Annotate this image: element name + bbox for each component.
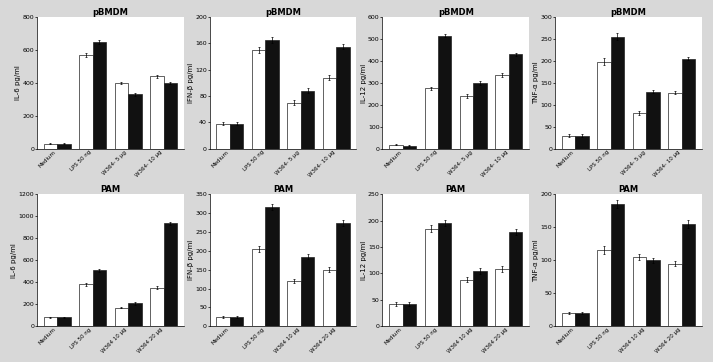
- Title: PAM: PAM: [273, 185, 293, 194]
- Title: PAM: PAM: [446, 185, 466, 194]
- Bar: [301, 91, 314, 149]
- Bar: [93, 42, 106, 149]
- Bar: [668, 264, 682, 326]
- Bar: [150, 288, 163, 326]
- Bar: [93, 270, 106, 326]
- Title: pBMDM: pBMDM: [93, 8, 128, 17]
- Title: PAM: PAM: [618, 185, 638, 194]
- Bar: [403, 146, 416, 149]
- Bar: [43, 317, 57, 326]
- Bar: [424, 228, 438, 326]
- Bar: [438, 223, 451, 326]
- Bar: [79, 285, 93, 326]
- Bar: [217, 124, 230, 149]
- Bar: [509, 54, 523, 149]
- Bar: [230, 124, 243, 149]
- Bar: [115, 308, 128, 326]
- Bar: [79, 55, 93, 149]
- Bar: [323, 270, 337, 326]
- Bar: [575, 136, 589, 149]
- Bar: [611, 37, 624, 149]
- Bar: [163, 223, 177, 326]
- Bar: [611, 204, 624, 326]
- Y-axis label: TNF-α pg/ml: TNF-α pg/ml: [533, 62, 539, 104]
- Bar: [128, 303, 142, 326]
- Bar: [252, 249, 265, 326]
- Bar: [163, 83, 177, 149]
- Y-axis label: TNF-α pg/ml: TNF-α pg/ml: [533, 239, 539, 282]
- Bar: [473, 83, 487, 149]
- Bar: [287, 103, 301, 149]
- Bar: [265, 207, 279, 326]
- Bar: [562, 136, 575, 149]
- Bar: [389, 304, 403, 326]
- Bar: [43, 144, 57, 149]
- Bar: [301, 257, 314, 326]
- Title: pBMDM: pBMDM: [438, 8, 473, 17]
- Title: PAM: PAM: [101, 185, 120, 194]
- Bar: [438, 35, 451, 149]
- Y-axis label: IL-12 pg/ml: IL-12 pg/ml: [361, 241, 366, 280]
- Bar: [128, 94, 142, 149]
- Bar: [509, 232, 523, 326]
- Bar: [323, 77, 337, 149]
- Bar: [403, 304, 416, 326]
- Bar: [668, 93, 682, 149]
- Bar: [252, 50, 265, 149]
- Bar: [460, 280, 473, 326]
- Bar: [646, 92, 660, 149]
- Bar: [632, 257, 646, 326]
- Bar: [473, 271, 487, 326]
- Bar: [575, 313, 589, 326]
- Bar: [115, 83, 128, 149]
- Bar: [646, 260, 660, 326]
- Bar: [389, 144, 403, 149]
- Bar: [217, 317, 230, 326]
- Bar: [496, 269, 509, 326]
- Bar: [57, 317, 71, 326]
- Bar: [562, 313, 575, 326]
- Title: pBMDM: pBMDM: [265, 8, 301, 17]
- Y-axis label: IL-12 pg/ml: IL-12 pg/ml: [361, 63, 366, 102]
- Bar: [682, 224, 695, 326]
- Bar: [230, 317, 243, 326]
- Bar: [265, 40, 279, 149]
- Bar: [597, 251, 611, 326]
- Title: pBMDM: pBMDM: [610, 8, 647, 17]
- Bar: [337, 47, 349, 149]
- Bar: [287, 281, 301, 326]
- Bar: [460, 96, 473, 149]
- Y-axis label: IFN-β pg/ml: IFN-β pg/ml: [188, 63, 194, 103]
- Bar: [424, 88, 438, 149]
- Bar: [496, 75, 509, 149]
- Y-axis label: IFN-β pg/ml: IFN-β pg/ml: [188, 240, 194, 281]
- Bar: [57, 144, 71, 149]
- Bar: [150, 76, 163, 149]
- Bar: [632, 113, 646, 149]
- Y-axis label: IL-6 pg/ml: IL-6 pg/ml: [15, 66, 21, 100]
- Bar: [337, 223, 349, 326]
- Y-axis label: IL-6 pg/ml: IL-6 pg/ml: [11, 243, 17, 278]
- Bar: [682, 59, 695, 149]
- Bar: [597, 62, 611, 149]
